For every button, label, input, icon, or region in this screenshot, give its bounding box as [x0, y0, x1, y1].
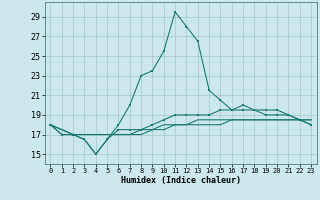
X-axis label: Humidex (Indice chaleur): Humidex (Indice chaleur)	[121, 176, 241, 185]
